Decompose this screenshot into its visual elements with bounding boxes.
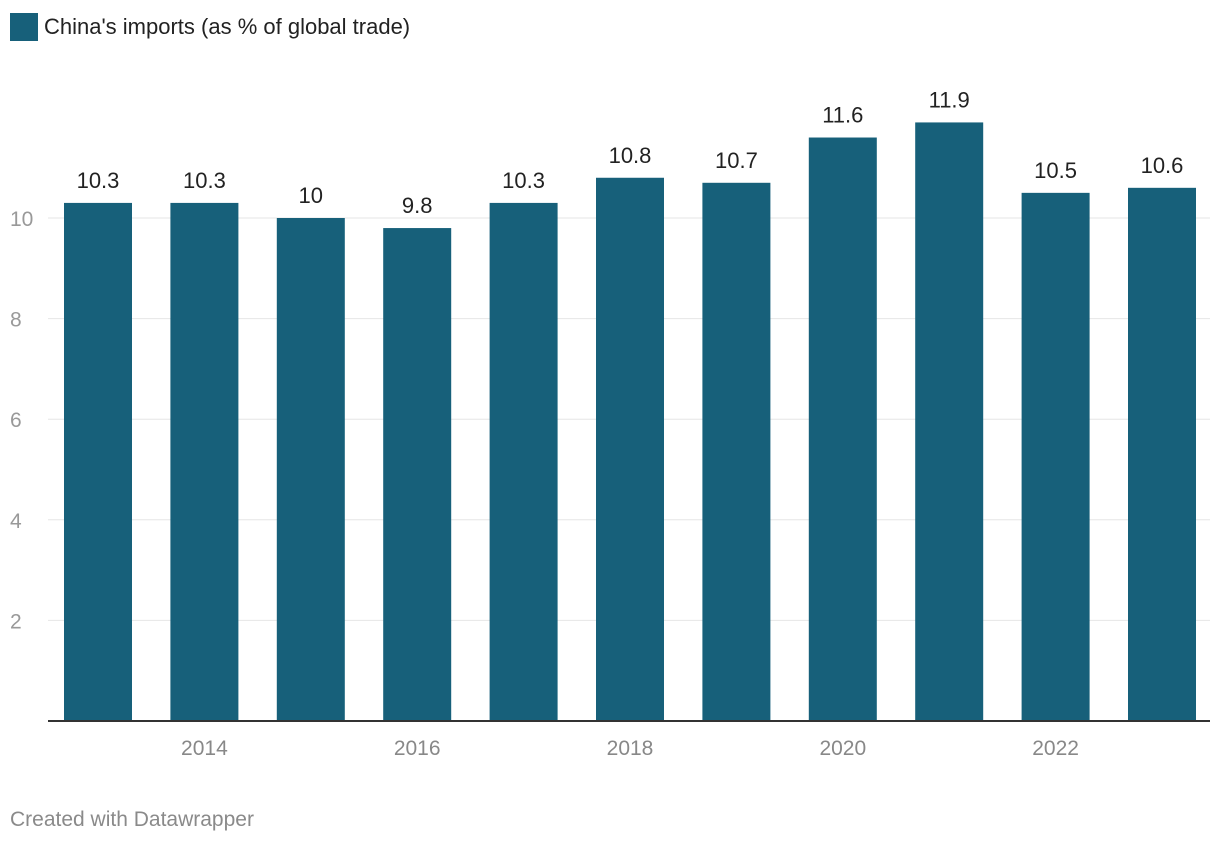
bar-value-label: 11.6 bbox=[822, 103, 863, 128]
bar-value-label: 10.7 bbox=[715, 148, 758, 173]
chart-legend: China's imports (as % of global trade) bbox=[10, 12, 410, 42]
bar bbox=[808, 137, 877, 721]
bar-value-label: 10.8 bbox=[609, 143, 652, 168]
bar bbox=[64, 202, 132, 721]
legend-label: China's imports (as % of global trade) bbox=[44, 14, 411, 39]
y-tick-label: 4 bbox=[10, 510, 22, 533]
x-tick-label: 2014 bbox=[181, 737, 228, 760]
footer-credit: Created with Datawrapper bbox=[10, 808, 254, 831]
y-tick-label: 8 bbox=[10, 309, 22, 332]
legend-swatch bbox=[10, 13, 38, 41]
x-tick-label: 2018 bbox=[607, 737, 654, 760]
bar bbox=[1128, 187, 1196, 721]
bar bbox=[596, 177, 664, 721]
y-tick-label: 2 bbox=[10, 610, 22, 633]
bar-value-label: 10.3 bbox=[502, 168, 545, 193]
y-tick-label: 6 bbox=[10, 409, 22, 432]
bar-value-label: 10 bbox=[299, 183, 323, 208]
bar-value-label: 9.8 bbox=[402, 193, 433, 218]
x-tick-label: 2016 bbox=[394, 737, 441, 760]
bar bbox=[489, 202, 558, 721]
bar bbox=[276, 218, 345, 721]
bar-value-label: 10.3 bbox=[183, 168, 226, 193]
bar-value-label: 11.9 bbox=[929, 87, 970, 112]
x-tick-label: 2022 bbox=[1032, 737, 1079, 760]
bar bbox=[702, 182, 771, 722]
bar-value-label: 10.6 bbox=[1141, 153, 1184, 178]
x-tick-label: 2020 bbox=[819, 737, 866, 760]
bar-value-label: 10.3 bbox=[77, 168, 120, 193]
bar bbox=[383, 228, 452, 721]
bar bbox=[1021, 192, 1090, 722]
bar-value-label: 10.5 bbox=[1034, 158, 1077, 183]
bar bbox=[915, 122, 984, 722]
y-tick-label: 10 bbox=[10, 208, 33, 231]
bar bbox=[170, 202, 239, 721]
